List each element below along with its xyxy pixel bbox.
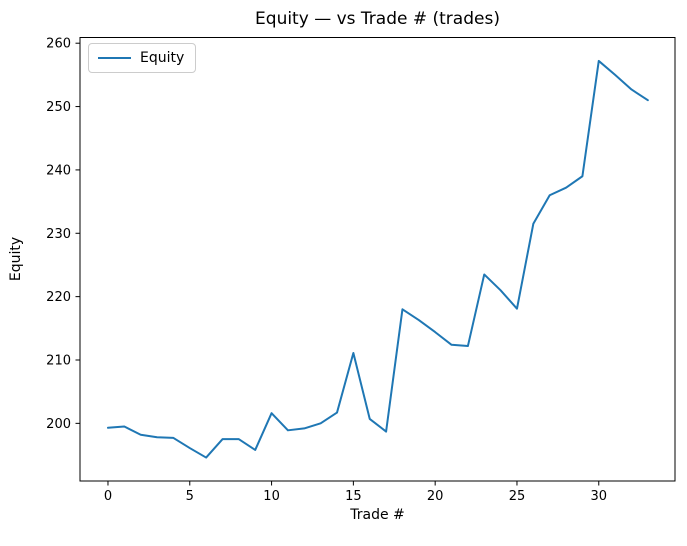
y-tick-label: 230: [46, 227, 71, 242]
legend-label: Equity: [140, 50, 185, 66]
y-tick-label: 260: [46, 37, 71, 52]
legend-line-sample: [98, 56, 131, 60]
x-tick-label: 30: [590, 489, 607, 504]
legend: Equity: [88, 43, 197, 73]
x-tick-label: 0: [104, 489, 112, 504]
x-tick-label: 15: [345, 489, 362, 504]
chart-title: Equity — vs Trade # (trades): [255, 9, 500, 29]
equity-line-series: [106, 59, 649, 459]
y-tick-label: 250: [46, 100, 71, 115]
y-tick-label: 220: [46, 290, 71, 305]
x-tick-label: 25: [509, 489, 526, 504]
axes-frame: [79, 37, 676, 482]
x-tick-label: 20: [427, 489, 444, 504]
y-axis-label: Equity: [8, 236, 24, 282]
y-tick-label: 200: [46, 417, 71, 432]
y-tick-label: 240: [46, 163, 71, 178]
x-tick-label: 5: [186, 489, 194, 504]
x-tick-label: 10: [263, 489, 280, 504]
y-tick-label: 210: [46, 353, 71, 368]
x-axis-label: Trade #: [350, 507, 405, 523]
